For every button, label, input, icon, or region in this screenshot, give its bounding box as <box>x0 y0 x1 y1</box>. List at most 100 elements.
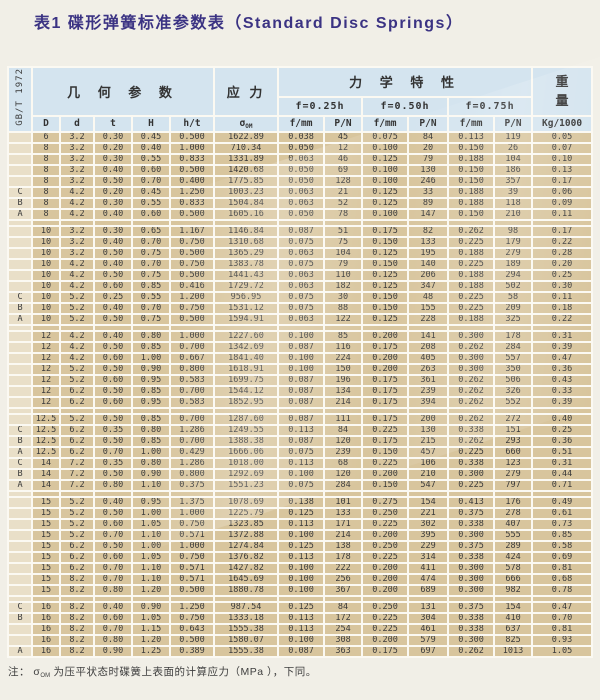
data-cell: 10 <box>33 259 59 269</box>
data-cell: 0.50 <box>95 386 131 396</box>
data-cell: 0.80 <box>95 635 131 645</box>
data-cell: 0.55 <box>133 154 169 164</box>
spacer-cell <box>533 596 592 601</box>
data-cell: 14 <box>33 469 59 479</box>
data-cell: 0.78 <box>533 585 592 595</box>
data-cell: 0.150 <box>363 480 408 490</box>
data-cell: 8 <box>33 198 59 208</box>
table-row: 15 8.2 0.80 1.20 0.500 1880.78 0.100 367 0.200 68… <box>9 585 592 595</box>
series-letter-cell <box>9 574 31 584</box>
data-cell: 84 <box>409 132 448 142</box>
data-cell: 5.2 <box>61 508 93 518</box>
data-cell: 12 <box>33 386 59 396</box>
data-cell: 1.250 <box>171 602 214 612</box>
data-cell: 361 <box>409 375 448 385</box>
data-cell: 0.700 <box>171 386 214 396</box>
data-cell: 1.05 <box>133 519 169 529</box>
data-cell: 293 <box>495 436 532 446</box>
data-cell: 0.500 <box>171 635 214 645</box>
data-cell: 138 <box>325 541 362 551</box>
series-letter-cell: B <box>9 198 31 208</box>
data-cell: 10 <box>33 292 59 302</box>
series-letter-cell: A <box>9 314 31 324</box>
spacer-cell <box>61 408 93 413</box>
data-cell: 0.40 <box>95 165 131 175</box>
data-cell: 1622.89 <box>215 132 278 142</box>
spacer-cell <box>61 491 93 496</box>
data-cell: 133 <box>409 237 448 247</box>
spacer-cell <box>133 491 169 496</box>
table-row: 16 8.2 0.80 1.20 0.500 1580.07 0.100 308 0.200 57… <box>9 635 592 645</box>
data-cell: 1365.29 <box>215 248 278 258</box>
spacer-cell <box>449 408 494 413</box>
group-spacer-row <box>9 220 592 225</box>
data-cell: 12 <box>33 342 59 352</box>
data-cell: 12.5 <box>33 414 59 424</box>
data-cell: 155 <box>409 303 448 313</box>
data-cell: 1292.69 <box>215 469 278 479</box>
data-cell: 0.70 <box>95 574 131 584</box>
data-cell: 0.95 <box>133 397 169 407</box>
spacer-cell <box>171 220 214 225</box>
data-cell: 0.75 <box>133 314 169 324</box>
spacer-cell <box>9 325 31 330</box>
spacer-cell <box>215 596 278 601</box>
data-cell: 1333.18 <box>215 613 278 623</box>
spacer-cell <box>215 220 278 225</box>
data-cell: 0.60 <box>95 519 131 529</box>
data-cell: 239 <box>409 386 448 396</box>
col-p2: P/N <box>409 116 448 131</box>
data-cell: 0.30 <box>95 132 131 142</box>
data-cell: 0.43 <box>533 375 592 385</box>
data-cell: 8.2 <box>61 602 93 612</box>
table-row: 10 3.2 0.40 0.70 0.750 1310.68 0.075 75 0.150 133… <box>9 237 592 247</box>
series-letter-cell <box>9 635 31 645</box>
data-cell: 0.300 <box>449 563 494 573</box>
data-cell: 0.188 <box>449 187 494 197</box>
spacer-cell <box>325 325 362 330</box>
weight-header-line2: 量 <box>555 93 569 109</box>
data-cell: 7.2 <box>61 458 93 468</box>
spacer-cell <box>215 408 278 413</box>
data-cell: 0.700 <box>171 436 214 446</box>
data-cell: 8 <box>33 165 59 175</box>
stress-header: 应 力 <box>215 68 278 115</box>
data-cell: 0.40 <box>533 414 592 424</box>
series-letter-cell <box>9 386 31 396</box>
spacer-cell <box>9 491 31 496</box>
data-cell: 1.167 <box>171 226 214 236</box>
data-cell: 0.500 <box>171 585 214 595</box>
data-cell: 0.22 <box>533 237 592 247</box>
data-cell: 0.300 <box>449 469 494 479</box>
data-cell: 1852.95 <box>215 397 278 407</box>
data-cell: 0.262 <box>449 397 494 407</box>
data-cell: 3.2 <box>61 165 93 175</box>
data-cell: 0.70 <box>133 259 169 269</box>
data-cell: 0.087 <box>279 414 324 424</box>
data-cell: 0.50 <box>95 342 131 352</box>
data-cell: 69 <box>325 165 362 175</box>
table-row: 10 3.2 0.30 0.65 1.167 1146.84 0.087 51 0.175 82 0… <box>9 226 592 236</box>
data-cell: 12 <box>33 397 59 407</box>
data-cell: 0.262 <box>449 375 494 385</box>
data-cell: 0.71 <box>533 480 592 490</box>
data-cell: 1.286 <box>171 458 214 468</box>
data-cell: 8.2 <box>61 646 93 656</box>
data-cell: 0.375 <box>449 508 494 518</box>
group-spacer-row <box>9 325 592 330</box>
spacer-cell <box>95 220 131 225</box>
data-cell: 0.500 <box>171 209 214 219</box>
data-cell: 0.150 <box>363 237 408 247</box>
data-cell: 79 <box>409 154 448 164</box>
data-cell: 0.500 <box>171 248 214 258</box>
series-letter-cell <box>9 143 31 153</box>
data-cell: 0.087 <box>279 436 324 446</box>
spacer-cell <box>409 325 448 330</box>
data-cell: 0.10 <box>533 154 592 164</box>
data-cell: 0.262 <box>449 414 494 424</box>
data-cell: 68 <box>325 458 362 468</box>
data-cell: 363 <box>325 646 362 656</box>
data-cell: 0.375 <box>449 541 494 551</box>
spacer-cell <box>95 491 131 496</box>
table-row: B 8 4.2 0.30 0.55 0.833 1504.84 0.063 52 0.125 89 0… <box>9 198 592 208</box>
